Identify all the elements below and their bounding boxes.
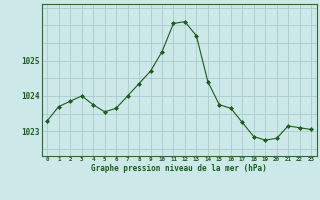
X-axis label: Graphe pression niveau de la mer (hPa): Graphe pression niveau de la mer (hPa) bbox=[91, 164, 267, 173]
